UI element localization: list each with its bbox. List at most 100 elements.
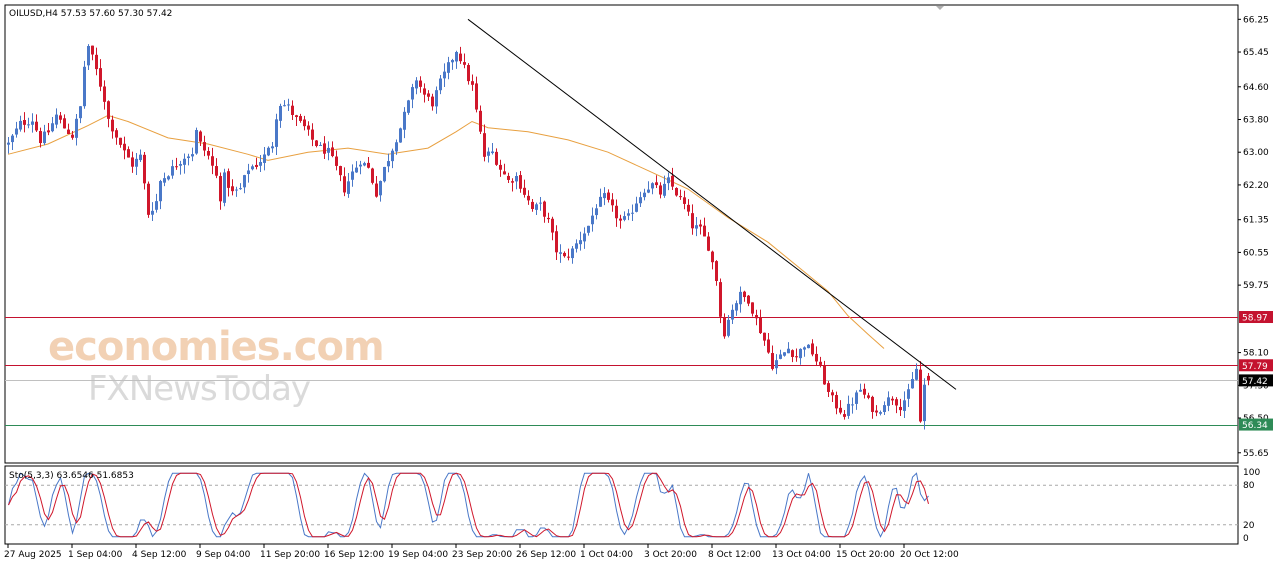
price-tick-label: 59.75 [1243,281,1269,291]
candle [719,278,722,324]
candle [675,187,678,197]
candle-body [347,181,350,194]
candle [687,199,690,216]
candle [447,56,450,80]
candle [319,142,322,147]
candle [339,165,342,182]
candle [883,401,886,416]
candle [535,202,538,215]
candle [855,390,858,410]
candle-body [339,166,342,176]
level-labels: 58.97 57.79 56.34 57.42 [1239,311,1273,431]
candle-body [363,163,366,166]
candle-body [767,339,770,353]
candle-body [531,201,534,209]
candle [247,163,250,183]
candle [471,74,474,91]
candle [99,59,102,92]
candle-body [539,202,542,204]
candle-body [483,133,486,157]
candle [875,405,878,417]
candle [143,151,146,190]
candle-body [163,178,166,183]
candle [611,193,614,212]
candle [915,363,918,381]
sto-tick-label: 100 [1243,468,1260,478]
candle-body [555,231,558,253]
candle-body [47,130,50,133]
trendline [467,18,957,390]
candle-body [523,187,526,195]
candle [431,93,434,111]
candle-body [603,193,606,199]
candle-body [227,171,230,188]
candle [759,309,762,335]
candle [495,148,498,166]
candle-body [99,68,102,87]
candle-body [655,182,658,186]
level-label-57.79-box [1239,359,1273,372]
candle [635,196,638,213]
candle [55,108,58,129]
candle [215,158,218,179]
candle-body [111,119,114,132]
candle [771,345,774,371]
candle-body [651,183,654,189]
candle [367,156,370,169]
candle [739,286,742,313]
candle-body [547,217,550,220]
candle-body [171,166,174,176]
candle-body [15,128,18,135]
candle [111,115,114,139]
candle-body [127,149,130,158]
candle [39,127,42,148]
candle-body [123,143,126,151]
candle [607,189,610,203]
candle [307,121,310,136]
candle-body [791,350,794,357]
sto-tick-label: 80 [1243,481,1255,491]
candle [531,199,534,212]
candle-body [883,405,886,413]
candle-body [359,164,362,167]
candle-body [643,192,646,198]
candle [791,349,794,363]
candle [863,383,866,399]
candle [371,167,374,185]
candle [131,151,134,173]
candle [163,172,166,187]
candle [755,309,758,326]
candle-body [263,154,266,163]
candle-body [567,256,570,258]
candle-body [19,120,22,130]
candle [299,113,302,123]
candle-body [723,317,726,337]
candle-body [323,143,326,154]
candle [67,123,70,135]
candle-body [379,180,382,196]
candle-body [287,104,290,106]
candle [475,76,478,113]
candle [879,410,882,416]
candle-body [7,142,10,145]
candle-body [899,406,902,411]
candle [747,295,750,307]
sto-tick-label: 0 [1243,534,1249,544]
candle-body [71,134,74,138]
candle [783,352,786,357]
candle [839,400,842,415]
candle [219,172,222,210]
price-tick-label: 58.10 [1243,349,1269,359]
candle [623,211,626,222]
candle [167,175,170,181]
candle [499,159,502,177]
candle-body [107,101,110,119]
candle-body [515,175,518,182]
candle [679,189,682,200]
candle [11,134,14,151]
candle [75,113,78,146]
candle-body [815,353,818,362]
candle [211,147,214,175]
candles [7,44,930,430]
candle [547,212,550,223]
